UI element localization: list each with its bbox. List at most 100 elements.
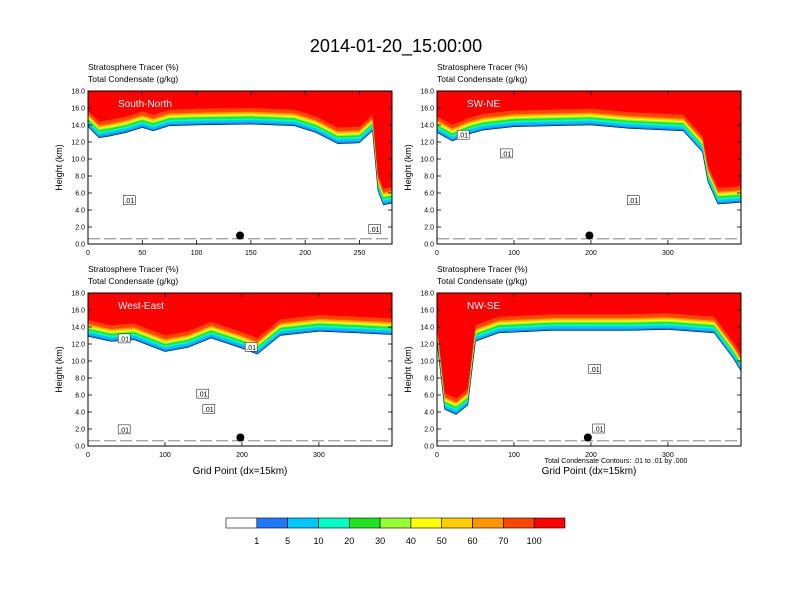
tracer-band-60 xyxy=(437,293,741,404)
y-tick-label: 8.0 xyxy=(424,376,434,383)
y-axis-label: Height (km) xyxy=(54,346,64,393)
y-tick-label: 10.0 xyxy=(420,157,434,164)
colorbar-label: 30 xyxy=(375,536,385,546)
panel-title-line2: Total Condensate (g/kg) xyxy=(437,74,527,84)
y-tick-label: 4.0 xyxy=(75,208,85,215)
contour-label: .01 xyxy=(198,392,208,399)
colorbar-swatch xyxy=(348,517,381,529)
panel-title-line1: Stratosphere Tracer (%) xyxy=(88,264,179,274)
y-tick-label: 2.0 xyxy=(75,225,85,232)
tracer-field: .01 .01 .01 .01 .01 xyxy=(88,293,392,442)
y-tick-label: 14.0 xyxy=(420,325,434,332)
y-tick-label: 12.0 xyxy=(71,342,85,349)
x-tick-label: 0 xyxy=(435,452,439,459)
contour-label: .01 xyxy=(501,151,511,158)
contour-label-box xyxy=(456,129,470,140)
x-tick-label: 200 xyxy=(299,250,311,257)
colorbar-swatch xyxy=(287,517,319,529)
y-tick-label: 0.0 xyxy=(75,242,85,249)
y-tick-label: 10.0 xyxy=(71,359,85,366)
panel-label: SW-NE xyxy=(467,99,500,110)
y-tick-label: 16.0 xyxy=(71,106,85,113)
chart-panel-3: .01 .01 .01 .01 .01 West-East Stratosphere Tra… xyxy=(54,264,393,477)
y-tick-label: 6.0 xyxy=(424,191,434,198)
colorbar-label: 100 xyxy=(527,536,542,546)
contour-label-box xyxy=(500,148,513,159)
y-tick-label: 18.0 xyxy=(420,291,434,298)
panel-title-line1: Stratosphere Tracer (%) xyxy=(437,264,528,274)
y-tick-label: 18.0 xyxy=(71,291,85,298)
x-tick-label: 300 xyxy=(313,452,325,459)
colorbar-label: 40 xyxy=(406,536,416,546)
colorbar-swatch xyxy=(533,517,566,529)
contour-label-box xyxy=(117,333,131,344)
y-tick-label: 14.0 xyxy=(420,123,434,130)
panels-layer: .01 .01 South-North Stratosphere Tracer (%)… xyxy=(54,62,742,477)
x-tick-label: 300 xyxy=(662,250,674,257)
y-tick-label: 12.0 xyxy=(420,342,434,349)
tracer-band-max xyxy=(88,293,392,339)
y-tick-label: 18.0 xyxy=(71,89,85,96)
y-tick-label: 6.0 xyxy=(75,393,85,400)
y-tick-label: 14.0 xyxy=(71,325,85,332)
colorbar-swatch xyxy=(410,517,443,529)
colorbar: 1 5 10 20 30 40 50 60 70 100 xyxy=(225,517,566,546)
y-tick-label: 4.0 xyxy=(424,208,434,215)
tracer-band-max xyxy=(437,91,741,188)
panel-title-line1: Stratosphere Tracer (%) xyxy=(437,62,528,72)
plot-frame xyxy=(436,292,742,447)
colorbar-swatch xyxy=(256,517,288,529)
colorbar-label: 1 xyxy=(254,536,259,546)
colorbar-swatch xyxy=(503,517,535,529)
y-tick-label: 6.0 xyxy=(75,191,85,198)
contour-label-box xyxy=(117,424,131,435)
plot-frame xyxy=(436,90,742,245)
contour-label-box xyxy=(244,342,258,352)
panel-label: West-East xyxy=(118,301,164,312)
contour-label: .01 xyxy=(119,427,129,434)
figure-title: 2014-01-20_15:00:00 xyxy=(310,36,482,57)
contour-label: .01 xyxy=(628,198,638,205)
contour-label-box xyxy=(588,364,602,374)
contour-label: .01 xyxy=(590,367,600,374)
colorbar-label: 5 xyxy=(285,536,290,546)
plot-frame xyxy=(87,292,393,447)
plot-frame xyxy=(87,90,393,245)
contour-label: .01 xyxy=(370,227,380,234)
x-tick-label: 200 xyxy=(236,452,248,459)
x-tick-label: 300 xyxy=(662,452,674,459)
x-tick-label: 250 xyxy=(354,250,366,257)
y-tick-label: 16.0 xyxy=(71,308,85,315)
tracer-band-max xyxy=(437,293,741,399)
contour-note: Total Condensate Contours: .01 to .01 by… xyxy=(545,458,688,465)
y-axis-label: Height (km) xyxy=(54,144,64,191)
colorbar-swatch xyxy=(225,517,258,529)
contour-label-box xyxy=(123,195,136,205)
contour-label: .01 xyxy=(594,427,604,434)
panel-title-line2: Total Condensate (g/kg) xyxy=(437,276,527,286)
panel-label: South-North xyxy=(118,99,172,110)
y-tick-label: 12.0 xyxy=(420,140,434,147)
condensate-contour-top xyxy=(437,329,741,415)
tracer-field: .01 .01 xyxy=(88,91,392,240)
colorbar-label: 60 xyxy=(468,536,478,546)
x-tick-label: 100 xyxy=(508,452,520,459)
x-tick-label: 100 xyxy=(159,452,171,459)
x-tick-label: 50 xyxy=(138,250,146,257)
y-tick-label: 12.0 xyxy=(71,140,85,147)
y-tick-label: 14.0 xyxy=(71,123,85,130)
x-axis-label: Grid Point (dx=15km) xyxy=(542,466,637,477)
colorbar-label: 70 xyxy=(498,536,508,546)
y-tick-label: 2.0 xyxy=(75,427,85,434)
x-tick-label: 0 xyxy=(86,452,90,459)
y-tick-label: 10.0 xyxy=(420,359,434,366)
y-tick-label: 0.0 xyxy=(424,242,434,249)
location-marker xyxy=(236,231,244,240)
x-axis-label: Grid Point (dx=15km) xyxy=(193,466,288,477)
contour-label: .01 xyxy=(458,133,468,140)
colorbar-label: 20 xyxy=(344,536,354,546)
colorbar-swatch xyxy=(472,517,504,529)
panel-label: NW-SE xyxy=(467,301,500,312)
y-tick-label: 16.0 xyxy=(420,308,434,315)
